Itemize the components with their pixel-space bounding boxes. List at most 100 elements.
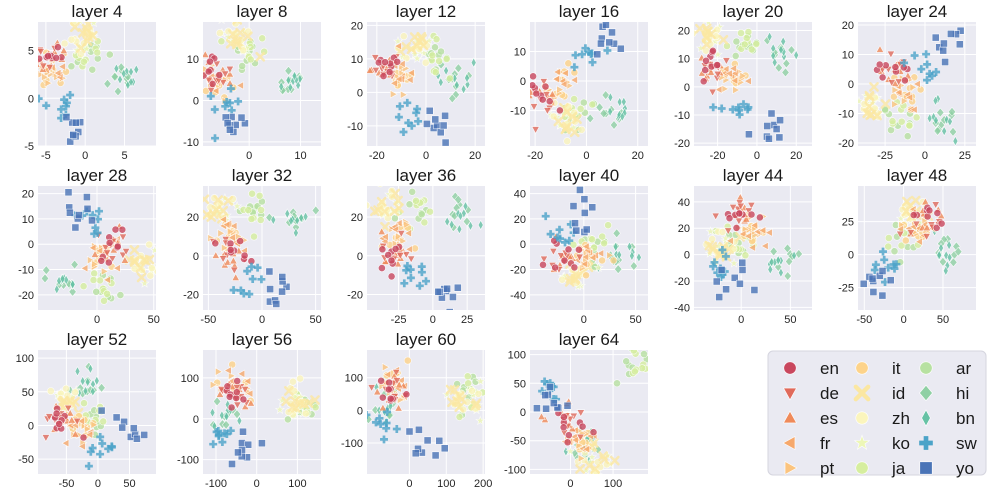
point-id bbox=[390, 188, 401, 199]
point-sw bbox=[556, 234, 565, 243]
marker-ja bbox=[604, 221, 612, 230]
marker-fr bbox=[714, 85, 723, 94]
y-tick-label: 20 bbox=[842, 20, 854, 32]
point-fr bbox=[570, 435, 579, 445]
point-id bbox=[129, 257, 140, 267]
marker-sw bbox=[392, 425, 401, 433]
marker-ja bbox=[258, 34, 267, 43]
marker-hi bbox=[783, 271, 792, 281]
y-tick-label: -20 bbox=[347, 290, 363, 302]
marker-en bbox=[709, 46, 717, 55]
point-yo bbox=[593, 50, 602, 59]
scatter-points bbox=[367, 186, 484, 310]
subplot-title: layer 64 bbox=[559, 330, 619, 349]
y-tick-label: 0 bbox=[28, 93, 34, 105]
marker-es bbox=[875, 45, 885, 53]
x-tick-label: 0 bbox=[406, 478, 412, 490]
marker-sw bbox=[555, 225, 564, 234]
marker-ja bbox=[884, 242, 893, 251]
legend-label: id bbox=[892, 384, 905, 403]
y-tick-label: -20 bbox=[674, 138, 690, 150]
point-yo bbox=[941, 58, 949, 66]
point-id bbox=[389, 206, 400, 217]
point-en bbox=[901, 76, 909, 85]
point-yo bbox=[441, 111, 450, 120]
point-yo bbox=[533, 404, 541, 413]
x-tick-label: -100 bbox=[205, 478, 227, 490]
marker-zh bbox=[210, 194, 219, 202]
marker-bn bbox=[294, 215, 301, 226]
marker-ko bbox=[412, 53, 423, 63]
point-en bbox=[377, 376, 386, 385]
marker-en bbox=[226, 245, 235, 254]
marker-pt bbox=[221, 243, 229, 253]
marker-yo bbox=[775, 133, 784, 142]
marker-en bbox=[232, 388, 241, 397]
marker-fr bbox=[405, 75, 414, 85]
marker-bn bbox=[285, 74, 292, 86]
marker-id bbox=[70, 22, 80, 32]
marker-en bbox=[378, 393, 387, 402]
marker-de bbox=[886, 50, 896, 59]
point-sw bbox=[239, 289, 248, 298]
marker-yo bbox=[228, 460, 236, 468]
point-ja bbox=[897, 117, 906, 126]
legend-marker-ja bbox=[855, 461, 869, 475]
marker-id bbox=[609, 455, 620, 466]
marker-bn bbox=[467, 220, 474, 232]
marker-fr bbox=[95, 246, 103, 256]
marker-fr bbox=[58, 62, 66, 71]
marker-ar bbox=[437, 47, 445, 56]
marker-ja bbox=[631, 367, 639, 376]
point-fr bbox=[714, 85, 723, 94]
marker-bn bbox=[457, 210, 464, 222]
point-en bbox=[97, 256, 106, 265]
marker-hi bbox=[612, 228, 621, 239]
point-fr bbox=[383, 370, 391, 379]
marker-ko bbox=[475, 415, 485, 426]
marker-de bbox=[517, 91, 525, 98]
subplot-title: layer 20 bbox=[723, 2, 783, 21]
point-id bbox=[609, 455, 620, 466]
marker-ja bbox=[455, 412, 464, 421]
marker-yo bbox=[947, 30, 955, 38]
marker-yo bbox=[763, 122, 772, 130]
point-bn bbox=[284, 208, 291, 220]
point-ar bbox=[105, 50, 114, 59]
marker-bn bbox=[626, 241, 633, 252]
marker-fr bbox=[394, 218, 403, 228]
point-ja bbox=[79, 282, 88, 291]
marker-yo bbox=[940, 39, 948, 48]
point-sw bbox=[372, 418, 380, 427]
point-fr bbox=[88, 243, 97, 253]
point-sw bbox=[383, 407, 392, 416]
point-es bbox=[377, 227, 386, 235]
point-zh bbox=[71, 388, 79, 397]
point-id bbox=[865, 110, 876, 121]
marker-bn bbox=[437, 76, 444, 88]
marker-sw bbox=[923, 76, 931, 85]
point-bn bbox=[936, 249, 943, 261]
point-de bbox=[895, 230, 905, 239]
point-bn bbox=[464, 79, 471, 90]
point-ja bbox=[912, 113, 921, 122]
marker-fr bbox=[103, 275, 111, 285]
marker-yo bbox=[576, 186, 584, 194]
marker-ja bbox=[431, 68, 440, 77]
x-tick-label: 0 bbox=[95, 478, 101, 490]
point-bn bbox=[74, 365, 81, 377]
marker-sw bbox=[561, 238, 569, 247]
marker-en bbox=[239, 395, 248, 404]
point-ko bbox=[728, 257, 740, 268]
point-id bbox=[78, 27, 88, 38]
marker-yo bbox=[237, 113, 246, 122]
marker-ar bbox=[903, 132, 912, 141]
point-es bbox=[59, 46, 69, 54]
marker-de bbox=[711, 212, 720, 221]
point-id bbox=[303, 398, 314, 408]
point-sw bbox=[234, 97, 243, 106]
marker-fr bbox=[396, 376, 405, 385]
point-en bbox=[79, 433, 88, 442]
